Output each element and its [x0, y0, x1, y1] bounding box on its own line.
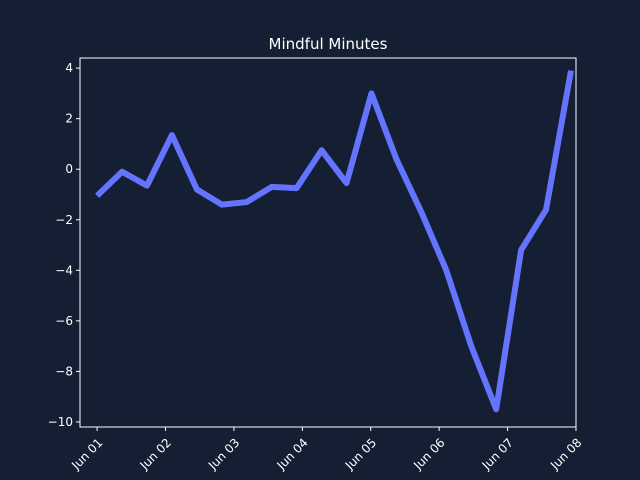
y-tick-label: −2: [55, 213, 73, 227]
x-tick-label: Jun 07: [479, 436, 516, 473]
x-axis: Jun 01 Jun 02 Jun 03 Jun 04 Jun 05 Jun 06 Jun …: [68, 427, 584, 473]
y-tick-label: −8: [55, 364, 73, 378]
x-tick-label: Jun 01: [68, 436, 105, 473]
plot-frame: [79, 57, 577, 428]
y-tick-label: 2: [65, 112, 73, 126]
chart-title: Mindful Minutes: [269, 35, 388, 53]
y-axis: −10 −8 −6 −4 −2 0 2 4: [48, 61, 80, 429]
x-tick-label: Jun 02: [137, 436, 174, 473]
x-tick-label: Jun 06: [410, 436, 447, 473]
y-tick-label: −4: [55, 263, 73, 277]
x-tick-label: Jun 05: [342, 436, 379, 473]
x-tick-label: Jun 08: [547, 436, 584, 473]
x-tick-label: Jun 03: [205, 436, 242, 473]
y-tick-label: 0: [65, 162, 73, 176]
y-tick-label: −10: [48, 415, 73, 429]
x-tick-label: Jun 04: [273, 436, 310, 473]
y-tick-label: −6: [55, 314, 73, 328]
series-line: [95, 70, 574, 413]
y-tick-label: 4: [65, 61, 73, 75]
series-layer: [95, 70, 574, 413]
